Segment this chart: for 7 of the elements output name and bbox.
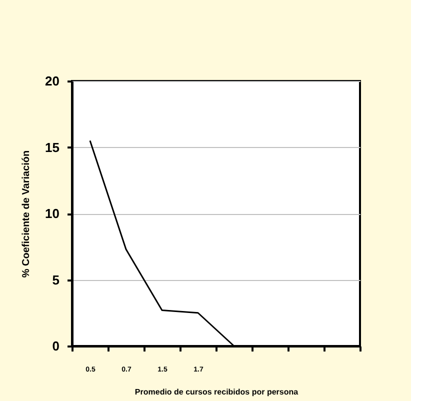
y-tick-label: 15 <box>45 140 60 155</box>
y-axis-title: % Coeficiente de Variación <box>21 150 32 278</box>
x-axis-title: Promedio de cursos recibidos por persona <box>134 388 299 396</box>
y-tick-label: 0 <box>52 338 60 354</box>
y-tick-label: 5 <box>52 272 60 288</box>
y-tick-label: 20 <box>45 74 60 88</box>
y-tick-label: 10 <box>45 206 60 221</box>
